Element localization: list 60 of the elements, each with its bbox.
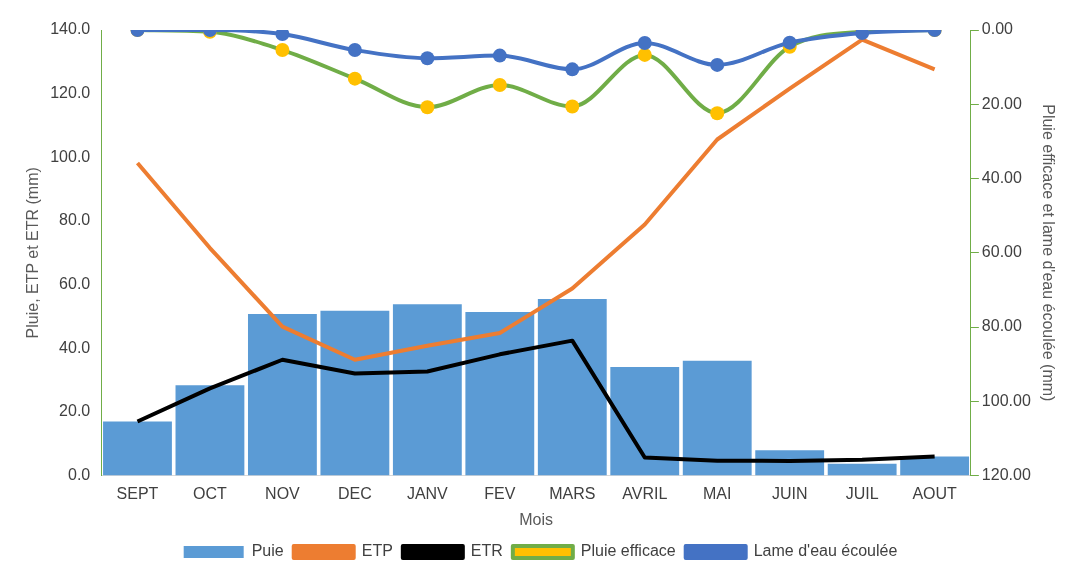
point (347, 71, 362, 86)
y2-tick-label: 60.00 (981, 243, 1022, 261)
y2-tick-label: 20.00 (981, 94, 1022, 112)
x-tick-label: DEC (337, 484, 372, 502)
x-tick-label: NOV (265, 484, 301, 502)
legend-label: Pluie efficace (580, 542, 676, 560)
point (420, 51, 435, 66)
x-tick-label: SEPT (116, 484, 159, 502)
x-tick-label: JUIN (771, 484, 808, 502)
bar (320, 310, 390, 476)
point (492, 77, 507, 92)
y-tick-label: 140.0 (50, 20, 91, 38)
bar (103, 421, 172, 476)
point (637, 36, 652, 50)
bar (465, 312, 535, 476)
point (275, 43, 290, 58)
point (420, 100, 435, 115)
legend-label: Puie (251, 542, 284, 560)
bar (392, 304, 462, 476)
y2-axis-title: Pluie efficace et lame d'eau écoulée (mm) (1039, 104, 1057, 402)
point (275, 30, 290, 42)
bar (610, 367, 680, 476)
y-axis-title: Pluie, ETP et ETR (mm) (24, 167, 42, 339)
bar (682, 360, 752, 476)
x-tick-label: FEV (484, 484, 516, 502)
bar (827, 463, 897, 476)
y2-tick-label: 120.00 (981, 466, 1031, 484)
x-tick-label: MARS (549, 484, 596, 502)
y-tick-label: 20.0 (59, 402, 91, 420)
y-tick-label: 120.0 (50, 84, 91, 102)
point (565, 99, 580, 114)
y2-tick-label: 80.00 (981, 317, 1022, 335)
x-tick-label: AVRIL (622, 484, 668, 502)
y-tick-label: 0.0 (67, 466, 91, 484)
y2-tick-label: 100.00 (981, 391, 1031, 409)
x-axis-title: Mois (519, 510, 553, 528)
bar (247, 313, 317, 476)
y-tick-label: 100.0 (50, 147, 91, 165)
x-tick-label: AOUT (912, 484, 958, 502)
y-tick-label: 80.0 (59, 211, 91, 229)
y2-tick-label: 0.00 (981, 20, 1014, 38)
point (637, 47, 652, 62)
y2-tick-label: 40.00 (981, 168, 1022, 186)
x-tick-label: JANV (406, 484, 449, 502)
point (782, 35, 797, 50)
y-tick-label: 40.0 (59, 338, 91, 356)
legend-label: ETP (361, 542, 393, 560)
x-tick-label: MAI (703, 484, 732, 502)
point (710, 106, 725, 121)
legend-label: Lame d'eau écoulée (753, 542, 898, 560)
point (710, 57, 725, 72)
point (565, 62, 580, 77)
bar (175, 385, 245, 476)
point (492, 48, 507, 63)
bar (537, 298, 607, 476)
x-tick-label: OCT (193, 484, 228, 502)
point (347, 43, 362, 58)
x-tick-label: JUIL (845, 484, 879, 502)
legend-label: ETR (470, 542, 503, 560)
y-tick-label: 60.0 (59, 275, 91, 293)
